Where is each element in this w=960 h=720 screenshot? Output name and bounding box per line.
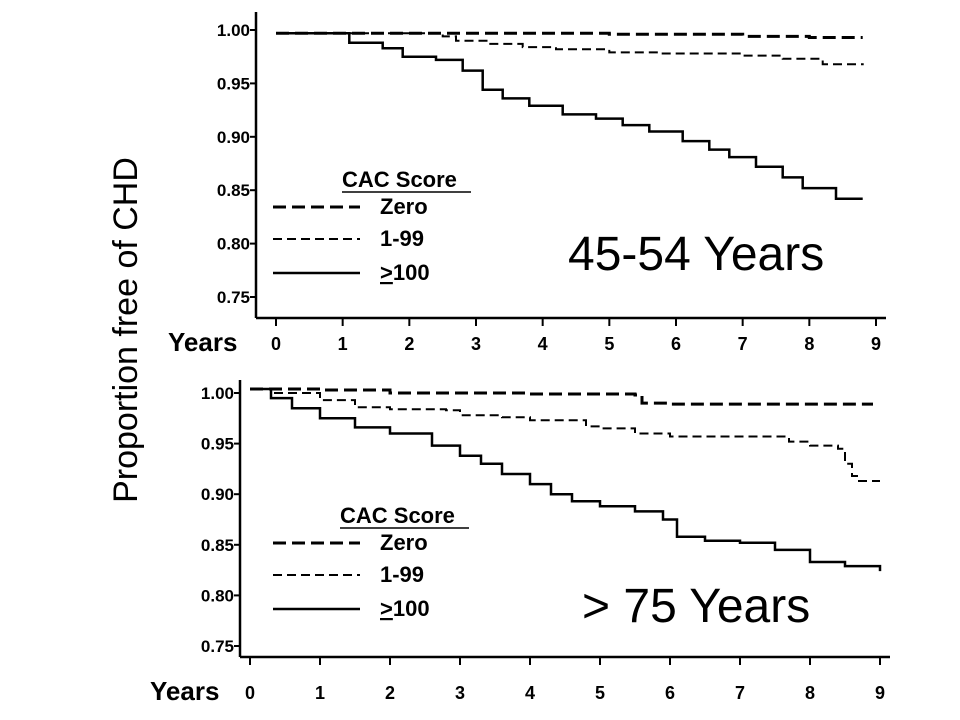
legend-label-symbol: >	[380, 596, 393, 621]
x-tick-label: 4	[538, 334, 548, 354]
series-line	[276, 31, 863, 200]
panel-over-75: 1.00 0.95 0.90 0.85 0.80 0.75 0 1 2 3 4 5 6 7 8 9 Years C…	[150, 380, 890, 706]
legend-label: >100	[380, 596, 430, 621]
x-tick-label: 3	[471, 334, 481, 354]
y-tick-label: 0.95	[217, 74, 250, 93]
x-tick-label: 8	[805, 683, 815, 703]
x-axis-label: Years	[150, 676, 219, 706]
y-tick-label: 0.90	[201, 485, 234, 504]
x-tick-label: 1	[338, 334, 348, 354]
legend-title: CAC Score	[340, 503, 455, 528]
x-tick-label: 1	[315, 683, 325, 703]
x-tick-label: 9	[875, 683, 885, 703]
x-tick-label: 4	[525, 683, 535, 703]
legend-label: 1-99	[380, 562, 424, 587]
panel-title: > 75 Years	[582, 580, 810, 633]
x-tick-label: 2	[385, 683, 395, 703]
legend-label: Zero	[380, 194, 428, 219]
y-tick-label: 0.80	[201, 586, 234, 605]
series-line	[276, 32, 864, 66]
y-tick-label: 0.80	[217, 235, 250, 254]
x-tick-label: 7	[735, 683, 745, 703]
y-tick-label: 0.90	[217, 128, 250, 147]
y-tick-label: 0.75	[217, 288, 250, 307]
y-tick-label: 0.75	[201, 637, 234, 656]
panel-45-54: 1.00 0.95 0.90 0.85 0.80 0.75 0 1 2 3 4 5 6 7 8 9 Years C…	[168, 12, 886, 357]
legend-label-rest: 100	[393, 260, 430, 285]
panel-title: 45-54 Years	[568, 228, 824, 281]
y-tick-label: 0.95	[201, 435, 234, 454]
y-tick-label: 0.85	[201, 536, 234, 555]
x-tick-label: 5	[595, 683, 605, 703]
series-line	[250, 387, 882, 572]
x-tick-label: 3	[455, 683, 465, 703]
series-line	[250, 387, 873, 406]
x-tick-label: 2	[404, 334, 414, 354]
y-tick-label: 1.00	[201, 384, 234, 403]
legend-title: CAC Score	[342, 167, 457, 192]
x-tick-label: 5	[604, 334, 614, 354]
x-tick-label: 0	[271, 334, 281, 354]
x-tick-label: 8	[804, 334, 814, 354]
x-tick-label: 6	[671, 334, 681, 354]
series-line	[250, 388, 880, 482]
legend-label: 1-99	[380, 226, 424, 251]
y-axis-label: Proportion free of CHD	[107, 157, 145, 503]
x-tick-label: 7	[738, 334, 748, 354]
legend-label-symbol: >	[380, 260, 393, 285]
y-tick-label: 1.00	[217, 21, 250, 40]
x-tick-label: 9	[871, 334, 881, 354]
legend-label-rest: 100	[393, 596, 430, 621]
x-tick-label: 0	[245, 683, 255, 703]
y-tick-label: 0.85	[217, 181, 250, 200]
series-line	[276, 31, 863, 39]
legend-label: Zero	[380, 530, 428, 555]
x-axis-label: Years	[168, 327, 237, 357]
x-tick-label: 6	[665, 683, 675, 703]
legend-label: >100	[380, 260, 430, 285]
